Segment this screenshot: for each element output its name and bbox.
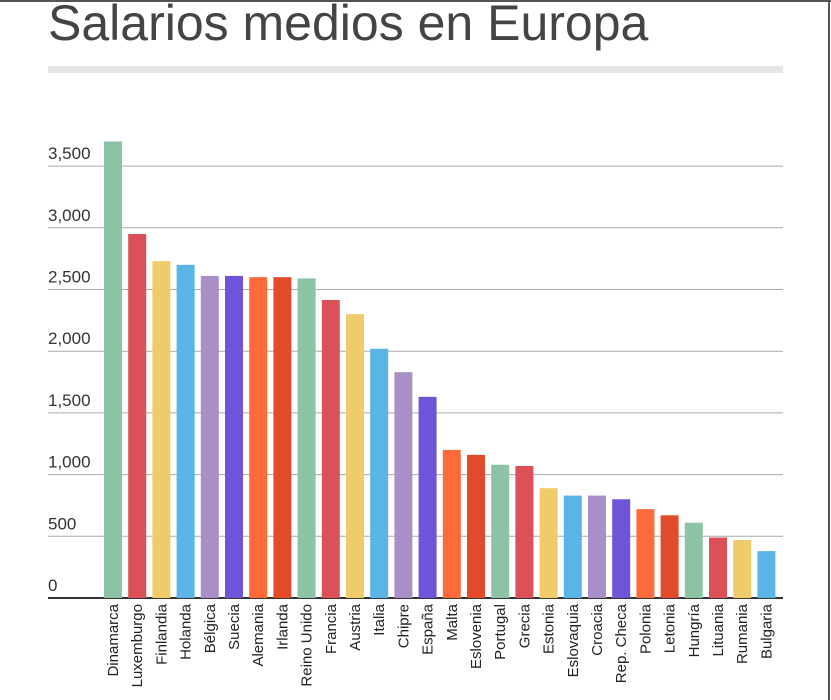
x-tick-label: Eslovenia bbox=[468, 603, 485, 669]
x-tick-label: Austria bbox=[347, 603, 364, 650]
x-tick-label: Luxemburgo bbox=[129, 604, 146, 687]
x-tick-label: Irlanda bbox=[274, 603, 291, 650]
bar bbox=[176, 264, 195, 598]
bar bbox=[660, 515, 679, 598]
bar bbox=[588, 495, 606, 598]
x-tick-label: Italia bbox=[371, 603, 388, 635]
bar bbox=[709, 537, 727, 598]
bar bbox=[152, 261, 171, 598]
bar bbox=[104, 141, 122, 599]
bar bbox=[200, 275, 219, 598]
x-tick-label: Portugal bbox=[492, 604, 509, 660]
x-tick-label: Dinamarca bbox=[105, 603, 122, 676]
bar bbox=[346, 314, 364, 598]
x-tick-label: Letonia bbox=[662, 603, 679, 653]
x-tick-label: Estonia bbox=[541, 603, 558, 654]
x-tick-label: Holanda bbox=[178, 603, 195, 660]
x-tick-label: Lituania bbox=[710, 603, 727, 656]
bar bbox=[515, 465, 534, 598]
bar bbox=[612, 499, 631, 598]
x-tick-label: Reino Unido bbox=[299, 604, 316, 687]
y-tick-label: 0 bbox=[48, 576, 57, 595]
bar bbox=[370, 348, 389, 598]
y-tick-label: 3,500 bbox=[48, 144, 91, 163]
bar bbox=[539, 488, 558, 598]
x-tick-label: Bélgica bbox=[202, 603, 219, 653]
bar bbox=[225, 275, 243, 598]
bar bbox=[636, 509, 655, 598]
bar bbox=[418, 396, 437, 598]
bar bbox=[128, 233, 147, 598]
bar bbox=[321, 299, 340, 598]
bar bbox=[442, 449, 461, 598]
x-tick-label: Chipre bbox=[395, 604, 412, 648]
x-tick-label: Finlandia bbox=[153, 603, 170, 665]
x-tick-label: Eslovaquia bbox=[565, 603, 582, 677]
bar bbox=[249, 277, 268, 598]
x-tick-label: España bbox=[420, 603, 437, 655]
x-tick-label: Grecia bbox=[516, 603, 533, 648]
y-tick-label: 3,000 bbox=[48, 206, 91, 225]
chart-title: Salarios medios en Europa bbox=[48, 0, 649, 51]
x-tick-label: Hungría bbox=[686, 603, 703, 657]
x-tick-label: Rep. Checa bbox=[613, 603, 630, 683]
title-rule bbox=[48, 66, 783, 73]
x-tick-label: Polonia bbox=[637, 603, 654, 654]
x-tick-label: Francia bbox=[323, 603, 340, 654]
x-tick-label: Suecia bbox=[226, 603, 243, 650]
bar bbox=[563, 495, 582, 598]
bar bbox=[733, 540, 752, 598]
y-tick-label: 2,000 bbox=[48, 329, 91, 348]
bar bbox=[491, 464, 510, 598]
y-tick-label: 1,000 bbox=[48, 453, 91, 472]
x-tick-label: Bulgaria bbox=[758, 603, 775, 659]
x-tick-label: Alemania bbox=[250, 603, 267, 666]
bar bbox=[684, 522, 703, 598]
y-tick-label: 2,500 bbox=[48, 268, 91, 287]
bar bbox=[297, 278, 316, 598]
bar bbox=[394, 372, 413, 598]
x-tick-label: Rumania bbox=[734, 603, 751, 664]
y-tick-label: 1,500 bbox=[48, 391, 91, 410]
y-tick-label: 500 bbox=[48, 514, 76, 533]
bar bbox=[273, 277, 292, 598]
bar bbox=[757, 551, 776, 598]
x-tick-label: Croacia bbox=[589, 603, 606, 655]
x-tick-label: Malta bbox=[444, 603, 461, 640]
bar bbox=[467, 454, 485, 598]
